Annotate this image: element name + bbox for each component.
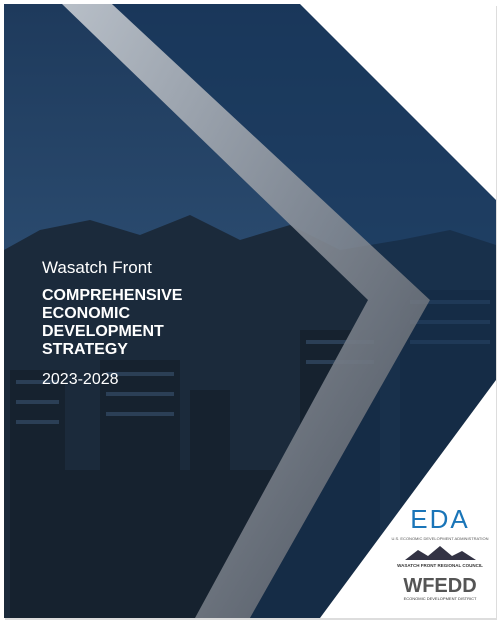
title-line: DEVELOPMENT <box>42 323 164 340</box>
white-corner-top <box>300 4 496 200</box>
title-line: ECONOMIC <box>42 305 130 322</box>
chevron-band <box>112 4 496 618</box>
wfrc-mountain-icon <box>405 546 476 560</box>
wfedd-logo: WFEDD <box>403 575 476 597</box>
title-line: STRATEGY <box>42 341 128 358</box>
eda-caption: U.S. ECONOMIC DEVELOPMENT ADMINISTRATION <box>392 536 489 541</box>
wfrc-logo: WASATCH FRONT REGIONAL COUNCIL <box>397 563 483 568</box>
eda-logo: EDA <box>410 504 469 534</box>
title-line: COMPREHENSIVE <box>42 287 183 304</box>
wfedd-caption: ECONOMIC DEVELOPMENT DISTRICT <box>404 596 477 601</box>
years: 2023-2028 <box>42 371 119 388</box>
subtitle: Wasatch Front <box>42 258 152 277</box>
